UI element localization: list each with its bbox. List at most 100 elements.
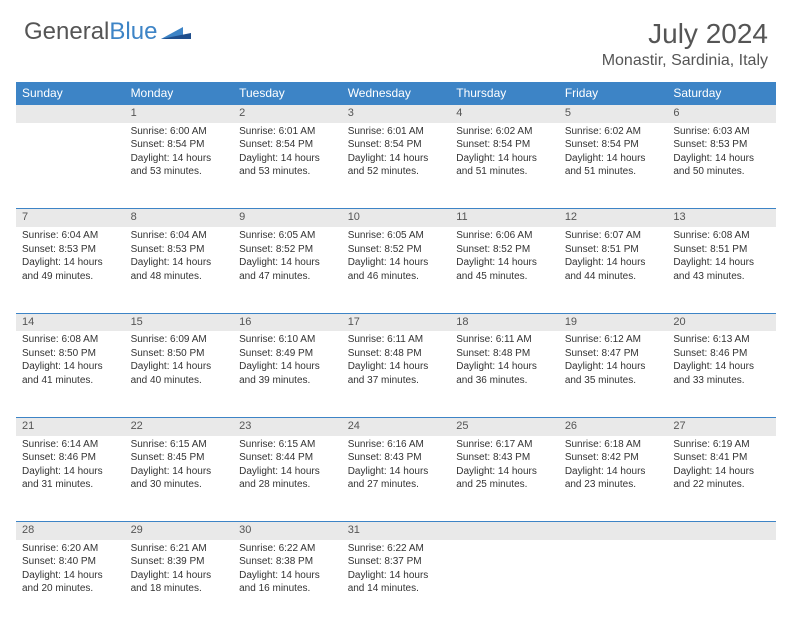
- day-sunset: Sunset: 8:47 PM: [565, 348, 662, 361]
- day-sunset: Sunset: 8:45 PM: [131, 452, 228, 465]
- brand-part1: General: [24, 18, 109, 46]
- day-sunset: Sunset: 8:54 PM: [348, 139, 445, 152]
- day-cell: Sunrise: 6:12 AMSunset: 8:47 PMDaylight:…: [559, 331, 668, 417]
- day-number: 10: [342, 209, 451, 227]
- day-dl1: Daylight: 14 hours: [22, 257, 119, 270]
- day-sunset: Sunset: 8:44 PM: [239, 452, 336, 465]
- day-cell: Sunrise: 6:16 AMSunset: 8:43 PMDaylight:…: [342, 436, 451, 522]
- day-dl1: Daylight: 14 hours: [348, 257, 445, 270]
- day-sunrise: Sunrise: 6:11 AM: [456, 334, 553, 347]
- day-dl1: Daylight: 14 hours: [131, 361, 228, 374]
- day-sunset: Sunset: 8:43 PM: [456, 452, 553, 465]
- day-cell: Sunrise: 6:22 AMSunset: 8:38 PMDaylight:…: [233, 540, 342, 626]
- day-header: Tuesday: [233, 82, 342, 105]
- day-cell: Sunrise: 6:04 AMSunset: 8:53 PMDaylight:…: [16, 227, 125, 313]
- day-sunrise: Sunrise: 6:02 AM: [456, 126, 553, 139]
- day-dl1: Daylight: 14 hours: [131, 257, 228, 270]
- day-dl2: and 43 minutes.: [673, 271, 770, 284]
- day-header: Thursday: [450, 82, 559, 105]
- day-cell: Sunrise: 6:19 AMSunset: 8:41 PMDaylight:…: [667, 436, 776, 522]
- month-title: July 2024: [602, 18, 768, 50]
- location-label: Monastir, Sardinia, Italy: [602, 52, 768, 70]
- day-dl1: Daylight: 14 hours: [456, 153, 553, 166]
- day-cell: Sunrise: 6:15 AMSunset: 8:45 PMDaylight:…: [125, 436, 234, 522]
- day-sunset: Sunset: 8:41 PM: [673, 452, 770, 465]
- day-number: 12: [559, 209, 668, 227]
- day-sunrise: Sunrise: 6:05 AM: [348, 230, 445, 243]
- day-dl1: Daylight: 14 hours: [22, 570, 119, 583]
- day-dl2: and 49 minutes.: [22, 271, 119, 284]
- title-block: July 2024 Monastir, Sardinia, Italy: [602, 18, 768, 70]
- day-sunrise: Sunrise: 6:10 AM: [239, 334, 336, 347]
- day-sunrise: Sunrise: 6:04 AM: [22, 230, 119, 243]
- day-sunrise: Sunrise: 6:07 AM: [565, 230, 662, 243]
- day-dl2: and 50 minutes.: [673, 166, 770, 179]
- day-cell: Sunrise: 6:08 AMSunset: 8:50 PMDaylight:…: [16, 331, 125, 417]
- day-sunset: Sunset: 8:43 PM: [348, 452, 445, 465]
- day-dl1: Daylight: 14 hours: [565, 153, 662, 166]
- day-dl2: and 16 minutes.: [239, 583, 336, 596]
- day-dl2: and 14 minutes.: [348, 583, 445, 596]
- day-header: Sunday: [16, 82, 125, 105]
- day-sunrise: Sunrise: 6:01 AM: [239, 126, 336, 139]
- day-dl1: Daylight: 14 hours: [131, 466, 228, 479]
- day-dl1: Daylight: 14 hours: [131, 153, 228, 166]
- day-number: 2: [233, 105, 342, 123]
- day-cell: Sunrise: 6:02 AMSunset: 8:54 PMDaylight:…: [450, 123, 559, 209]
- day-number: 17: [342, 313, 451, 331]
- day-sunset: Sunset: 8:54 PM: [131, 139, 228, 152]
- day-dl2: and 36 minutes.: [456, 375, 553, 388]
- detail-row: Sunrise: 6:20 AMSunset: 8:40 PMDaylight:…: [16, 540, 776, 626]
- day-cell: Sunrise: 6:11 AMSunset: 8:48 PMDaylight:…: [342, 331, 451, 417]
- day-number: 16: [233, 313, 342, 331]
- day-number: 13: [667, 209, 776, 227]
- day-dl1: Daylight: 14 hours: [348, 466, 445, 479]
- day-number: 9: [233, 209, 342, 227]
- daynum-row: 14151617181920: [16, 313, 776, 331]
- day-dl2: and 45 minutes.: [456, 271, 553, 284]
- day-dl2: and 48 minutes.: [131, 271, 228, 284]
- day-sunrise: Sunrise: 6:03 AM: [673, 126, 770, 139]
- day-number: 23: [233, 417, 342, 435]
- day-sunset: Sunset: 8:54 PM: [565, 139, 662, 152]
- day-dl1: Daylight: 14 hours: [239, 570, 336, 583]
- day-cell: Sunrise: 6:00 AMSunset: 8:54 PMDaylight:…: [125, 123, 234, 209]
- brand-logo: GeneralBlue: [24, 18, 191, 46]
- day-sunset: Sunset: 8:52 PM: [348, 244, 445, 257]
- day-dl1: Daylight: 14 hours: [673, 466, 770, 479]
- day-sunset: Sunset: 8:54 PM: [456, 139, 553, 152]
- day-number: 25: [450, 417, 559, 435]
- detail-row: Sunrise: 6:14 AMSunset: 8:46 PMDaylight:…: [16, 436, 776, 522]
- day-dl2: and 33 minutes.: [673, 375, 770, 388]
- day-dl1: Daylight: 14 hours: [565, 257, 662, 270]
- day-sunset: Sunset: 8:37 PM: [348, 556, 445, 569]
- day-dl2: and 53 minutes.: [239, 166, 336, 179]
- detail-row: Sunrise: 6:08 AMSunset: 8:50 PMDaylight:…: [16, 331, 776, 417]
- day-cell: Sunrise: 6:02 AMSunset: 8:54 PMDaylight:…: [559, 123, 668, 209]
- day-cell: [16, 123, 125, 209]
- day-sunset: Sunset: 8:39 PM: [131, 556, 228, 569]
- day-dl2: and 20 minutes.: [22, 583, 119, 596]
- day-number: 27: [667, 417, 776, 435]
- day-sunrise: Sunrise: 6:06 AM: [456, 230, 553, 243]
- day-number: [450, 522, 559, 540]
- day-cell: Sunrise: 6:04 AMSunset: 8:53 PMDaylight:…: [125, 227, 234, 313]
- day-dl2: and 47 minutes.: [239, 271, 336, 284]
- day-cell: Sunrise: 6:18 AMSunset: 8:42 PMDaylight:…: [559, 436, 668, 522]
- day-sunset: Sunset: 8:42 PM: [565, 452, 662, 465]
- day-dl2: and 27 minutes.: [348, 479, 445, 492]
- day-dl1: Daylight: 14 hours: [239, 361, 336, 374]
- day-dl1: Daylight: 14 hours: [239, 153, 336, 166]
- day-header-row: SundayMondayTuesdayWednesdayThursdayFrid…: [16, 82, 776, 105]
- day-sunrise: Sunrise: 6:02 AM: [565, 126, 662, 139]
- day-dl1: Daylight: 14 hours: [22, 361, 119, 374]
- day-sunrise: Sunrise: 6:15 AM: [239, 439, 336, 452]
- day-sunrise: Sunrise: 6:13 AM: [673, 334, 770, 347]
- day-cell: Sunrise: 6:05 AMSunset: 8:52 PMDaylight:…: [342, 227, 451, 313]
- day-dl1: Daylight: 14 hours: [131, 570, 228, 583]
- day-number: [559, 522, 668, 540]
- day-dl2: and 51 minutes.: [456, 166, 553, 179]
- day-dl2: and 44 minutes.: [565, 271, 662, 284]
- day-dl2: and 52 minutes.: [348, 166, 445, 179]
- day-dl1: Daylight: 14 hours: [348, 570, 445, 583]
